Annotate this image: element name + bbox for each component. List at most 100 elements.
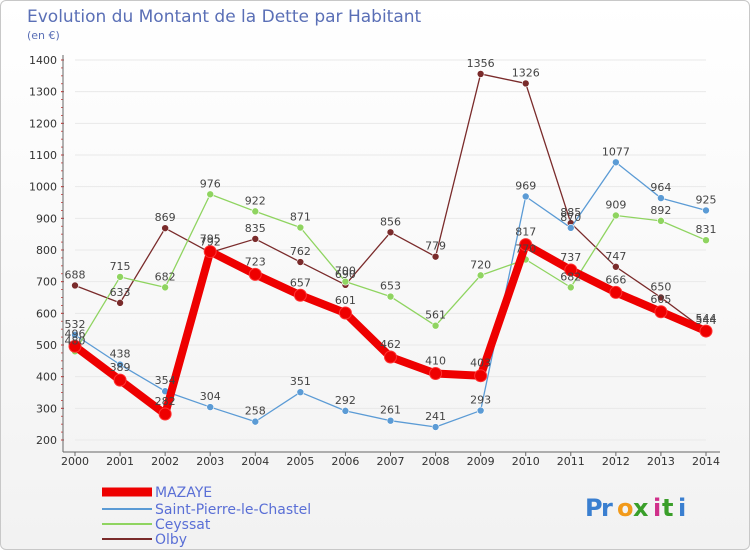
data-label-olby: 633 xyxy=(110,286,131,299)
data-label-mazaye: 723 xyxy=(245,255,266,268)
data-label-saint-pierre-le-chastel: 438 xyxy=(110,348,131,361)
data-point-olby xyxy=(612,262,620,271)
data-label-mazaye: 410 xyxy=(425,355,446,368)
data-point-saint-pierre-le-chastel xyxy=(296,388,305,396)
y-tick-label: 500 xyxy=(36,339,57,352)
data-point-mazaye xyxy=(158,407,172,421)
data-point-saint-pierre-le-chastel xyxy=(116,360,124,369)
data-label-ceyssat: 831 xyxy=(696,223,717,236)
data-label-olby: 835 xyxy=(245,222,266,235)
data-label-olby: 856 xyxy=(380,215,401,228)
data-label-olby: 688 xyxy=(65,268,86,281)
data-point-mazaye xyxy=(564,263,578,277)
data-point-olby xyxy=(521,79,530,88)
data-point-saint-pierre-le-chastel xyxy=(431,423,440,431)
x-tick-label: 2007 xyxy=(377,455,405,468)
data-label-mazaye: 601 xyxy=(335,294,356,307)
data-point-mazaye xyxy=(609,285,623,299)
data-label-ceyssat: 892 xyxy=(650,204,671,217)
data-point-mazaye xyxy=(68,339,82,353)
data-label-ceyssat: 700 xyxy=(335,265,356,278)
x-tick-label: 2002 xyxy=(151,455,179,468)
data-label-olby: 762 xyxy=(290,245,311,258)
data-point-saint-pierre-le-chastel xyxy=(476,406,485,415)
chart-title: Evolution du Montant de la Dette par Hab… xyxy=(27,7,422,27)
y-tick-label: 700 xyxy=(36,276,57,289)
data-point-saint-pierre-le-chastel xyxy=(657,194,665,202)
data-label-saint-pierre-le-chastel: 1077 xyxy=(602,145,630,158)
data-label-olby: 885 xyxy=(560,206,581,219)
data-label-saint-pierre-le-chastel: 532 xyxy=(65,318,86,331)
data-point-saint-pierre-le-chastel xyxy=(702,206,710,215)
x-tick-label: 2008 xyxy=(422,455,450,468)
y-tick-label: 800 xyxy=(36,244,57,257)
data-label-ceyssat: 561 xyxy=(425,309,446,322)
data-point-saint-pierre-le-chastel xyxy=(386,416,395,425)
data-label-ceyssat: 682 xyxy=(560,270,581,283)
data-point-ceyssat xyxy=(341,277,350,286)
data-point-olby xyxy=(476,70,485,78)
legend-label-mazaye: MAZAYE xyxy=(155,485,212,501)
data-labels: 688 633 869 792 835 762 690 856 779 1356 1326 885 74… xyxy=(65,57,717,423)
data-label-mazaye: 462 xyxy=(380,338,401,351)
data-label-olby: 650 xyxy=(650,281,671,294)
data-label-saint-pierre-le-chastel: 293 xyxy=(470,394,491,407)
series-group xyxy=(68,70,713,431)
x-tick-label: 2014 xyxy=(692,455,720,468)
data-label-olby: 747 xyxy=(605,250,626,263)
data-point-ceyssat xyxy=(431,321,440,330)
data-point-ceyssat xyxy=(702,236,710,244)
x-tick-label: 2009 xyxy=(467,455,495,468)
y-tick-label: 1100 xyxy=(29,149,57,162)
data-label-mazaye: 657 xyxy=(290,276,311,289)
brand-letter: o xyxy=(617,494,634,522)
data-point-ceyssat xyxy=(206,190,215,199)
data-point-mazaye xyxy=(699,324,713,338)
brand-logo: Pr o x i t i xyxy=(585,494,686,522)
data-label-mazaye: 666 xyxy=(605,273,626,286)
data-label-olby: 792 xyxy=(200,236,221,249)
data-point-ceyssat xyxy=(296,223,305,232)
data-point-olby xyxy=(296,258,305,266)
data-point-mazaye xyxy=(248,267,262,281)
data-label-ceyssat: 682 xyxy=(155,270,176,283)
data-label-mazaye: 282 xyxy=(155,395,176,408)
y-tick-label: 1400 xyxy=(29,54,57,67)
data-point-ceyssat xyxy=(251,207,260,216)
data-point-ceyssat xyxy=(161,283,169,292)
data-point-olby xyxy=(431,252,440,261)
data-point-saint-pierre-le-chastel xyxy=(251,417,260,426)
axes: 200 300 400 500 600 700 800 900 1000 1100 1200 1300… xyxy=(29,54,720,468)
data-label-saint-pierre-le-chastel: 304 xyxy=(200,390,221,403)
data-point-saint-pierre-le-chastel xyxy=(206,403,215,411)
data-label-saint-pierre-le-chastel: 258 xyxy=(245,405,266,418)
legend-label-ceyssat: Ceyssat xyxy=(155,517,211,533)
data-point-olby xyxy=(386,228,395,237)
data-point-mazaye xyxy=(338,306,352,320)
data-label-ceyssat: 480 xyxy=(65,334,86,347)
data-label-ceyssat: 770 xyxy=(515,243,536,256)
data-point-mazaye xyxy=(113,373,127,387)
y-tick-label: 200 xyxy=(36,434,57,447)
y-tick-label: 400 xyxy=(36,371,57,384)
data-point-saint-pierre-le-chastel xyxy=(612,158,620,167)
data-label-saint-pierre-le-chastel: 870 xyxy=(560,211,581,224)
data-label-saint-pierre-le-chastel: 925 xyxy=(696,193,717,206)
data-label-ceyssat: 715 xyxy=(110,260,131,273)
y-tick-label: 900 xyxy=(36,212,57,225)
x-tick-label: 2003 xyxy=(196,455,224,468)
data-point-saint-pierre-le-chastel xyxy=(71,331,79,339)
data-label-ceyssat: 871 xyxy=(290,211,311,224)
data-point-ceyssat xyxy=(386,292,395,301)
x-tick-label: 2006 xyxy=(331,455,359,468)
brand-letter: r xyxy=(601,494,613,522)
x-tick-label: 2011 xyxy=(557,455,585,468)
data-point-saint-pierre-le-chastel xyxy=(521,192,530,201)
data-point-mazaye xyxy=(203,245,217,259)
legend-label-olby: Olby xyxy=(155,532,187,548)
x-tick-label: 2005 xyxy=(286,455,314,468)
x-tick-label: 2012 xyxy=(602,455,630,468)
x-tick-label: 2001 xyxy=(106,455,134,468)
data-point-mazaye xyxy=(474,369,488,383)
